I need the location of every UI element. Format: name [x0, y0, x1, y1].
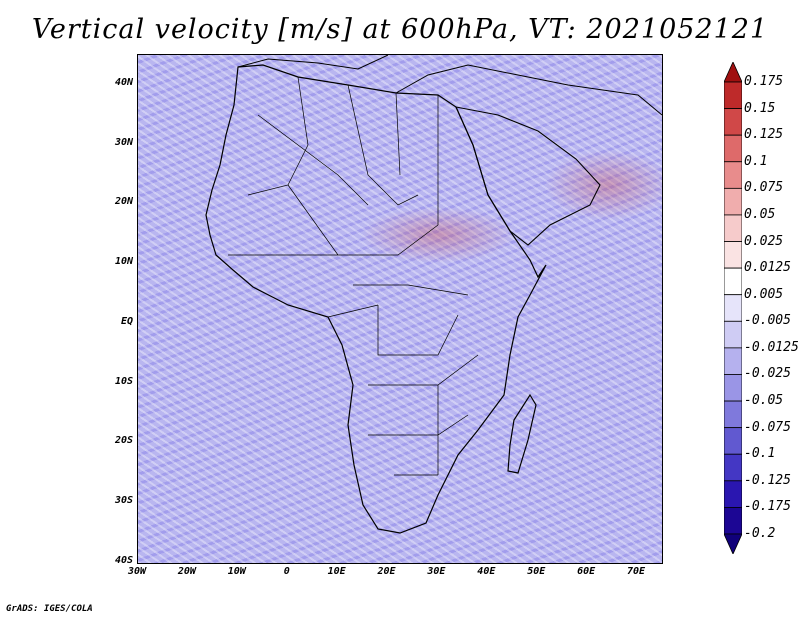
colorbar-swatch — [724, 320, 742, 349]
colorbar-label: 0.175 — [744, 74, 784, 89]
lon-tick-label: 20E — [377, 566, 396, 577]
colorbar-label: -0.125 — [744, 472, 791, 488]
colorbar-label: -0.2 — [744, 526, 776, 541]
colorbar-label: 0.125 — [744, 127, 784, 143]
colorbar-swatch — [724, 214, 742, 242]
grads-credit: GrADS: IGES/COLA — [6, 604, 93, 614]
colorbar-swatch — [724, 81, 742, 109]
lat-tick-label: 20S — [114, 435, 133, 447]
colorbar-swatch — [724, 480, 742, 508]
colorbar-swatch — [724, 347, 742, 375]
colorbar-swatch — [724, 533, 742, 554]
colorbar-swatch — [724, 187, 742, 216]
colorbar-swatch — [724, 62, 742, 83]
lon-tick-label: 20W — [177, 566, 196, 577]
colorbar-label: 0.025 — [744, 233, 784, 249]
colorbar — [724, 62, 742, 554]
europe-coast-outline — [237, 55, 662, 116]
lat-tick-label: 10N — [114, 256, 133, 268]
colorbar-swatch — [724, 241, 742, 269]
lon-tick-label: 30E — [427, 566, 446, 577]
colorbar-swatch — [724, 507, 742, 535]
lon-tick-label: 30W — [127, 566, 147, 577]
lat-tick-label: 10S — [114, 375, 133, 387]
colorbar-swatch — [724, 453, 742, 482]
lat-tick-label: EQ — [120, 315, 133, 327]
lat-tick-label: 20N — [114, 196, 133, 208]
colorbar-label: -0.0125 — [744, 339, 799, 355]
madagascar-outline — [507, 393, 537, 474]
lon-tick-label: 10W — [227, 566, 246, 577]
lat-tick-label: 30N — [114, 136, 133, 148]
lon-tick-label: 60E — [577, 566, 596, 577]
colorbar-swatch — [724, 161, 742, 189]
country-borders — [228, 76, 479, 476]
map-plot-area — [137, 54, 663, 564]
colorbar-swatch — [724, 108, 742, 136]
lat-tick-label: 40S — [114, 555, 133, 566]
colorbar-label: 0.075 — [744, 180, 784, 196]
lon-tick-label: 70E — [627, 566, 646, 577]
colorbar-swatch — [724, 134, 742, 163]
lat-tick-label: 30S — [114, 495, 133, 507]
lon-tick-label: 10E — [327, 566, 346, 577]
africa-coastline — [205, 64, 547, 534]
colorbar-label: -0.005 — [744, 313, 791, 329]
colorbar-label: -0.175 — [744, 499, 791, 515]
colorbar-label: 0.1 — [744, 153, 768, 169]
colorbar-label: -0.075 — [744, 419, 791, 435]
chart-title: Vertical velocity [m/s] at 600hPa, VT: 2… — [31, 14, 769, 45]
lon-tick-label: 0 — [283, 566, 290, 577]
colorbar-label: 0.005 — [744, 286, 784, 302]
colorbar-swatch — [724, 267, 742, 296]
lat-tick-label: 40N — [114, 76, 133, 88]
colorbar-label: 0.15 — [744, 100, 776, 116]
lon-tick-label: 50E — [527, 566, 546, 577]
colorbar-swatch — [724, 294, 742, 322]
colorbar-label: -0.1 — [744, 446, 776, 462]
africa-map — [205, 55, 662, 534]
colorbar-label: 0.05 — [744, 206, 776, 222]
lon-tick-label: 40E — [477, 566, 496, 577]
colorbar-swatch — [724, 427, 742, 455]
arabian-peninsula-outline — [455, 106, 601, 246]
colorbar-label: -0.05 — [744, 393, 784, 409]
colorbar-label: -0.025 — [744, 366, 791, 382]
colorbar-swatches — [724, 62, 742, 554]
colorbar-label: 0.0125 — [744, 260, 791, 276]
colorbar-swatch — [724, 400, 742, 429]
colorbar-swatch — [724, 374, 742, 402]
